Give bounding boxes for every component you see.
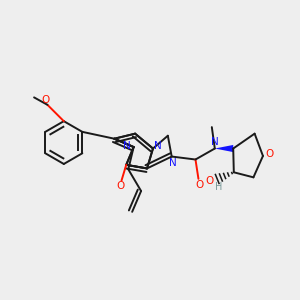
Text: O: O	[205, 176, 214, 186]
Text: O: O	[195, 180, 203, 190]
Polygon shape	[215, 145, 233, 152]
Text: N: N	[123, 140, 131, 151]
Text: H: H	[215, 182, 222, 192]
Text: O: O	[42, 95, 50, 105]
Text: O: O	[266, 149, 274, 160]
Text: N: N	[211, 137, 219, 147]
Text: N: N	[169, 158, 177, 168]
Text: O: O	[116, 181, 124, 191]
Text: N: N	[154, 140, 162, 151]
